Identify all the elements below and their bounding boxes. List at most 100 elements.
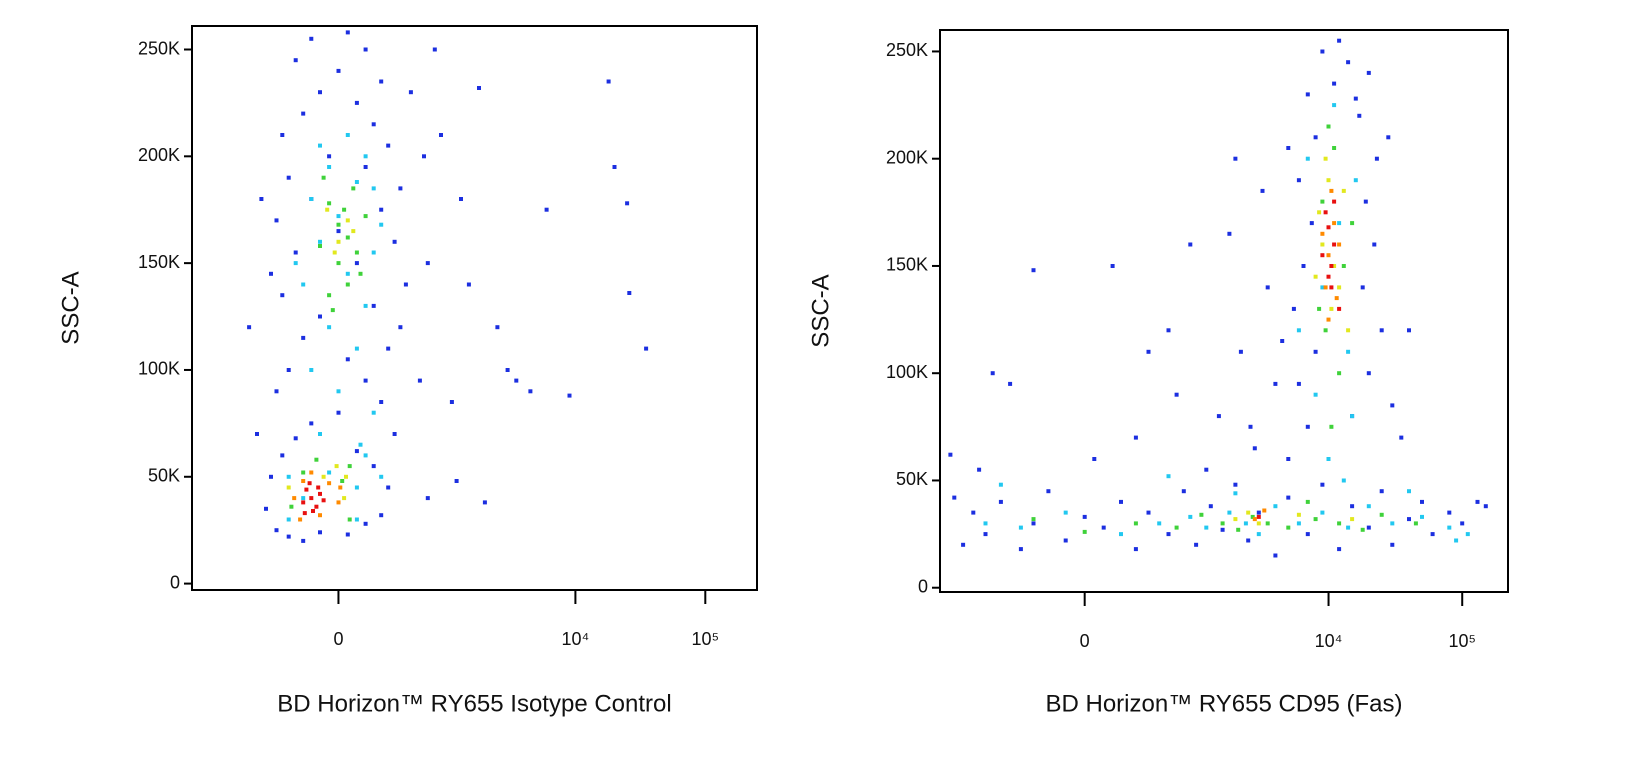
event-dot (386, 485, 391, 490)
event-dot (321, 175, 326, 180)
event-dot (977, 467, 982, 472)
event-dot (269, 474, 273, 479)
event-dot (1360, 527, 1365, 532)
x-tick-label: 10⁵ (1448, 631, 1475, 651)
event-dot (495, 325, 500, 330)
event-dot (336, 214, 341, 219)
event-dot (286, 474, 291, 479)
event-dot (286, 534, 291, 539)
event-dot (449, 400, 454, 404)
event-dot (1475, 499, 1480, 504)
y-tick-label: 100K (138, 359, 180, 379)
y-tick-label: 200K (138, 145, 180, 165)
event-dot (1031, 268, 1036, 273)
event-dot (336, 389, 341, 394)
event-dot (255, 432, 259, 436)
event-dot (1110, 264, 1115, 268)
event-dot (1341, 478, 1346, 483)
event-dot (1233, 517, 1238, 522)
event-dot (379, 400, 384, 404)
event-dot (1399, 435, 1404, 440)
event-dot (1313, 274, 1318, 279)
event-dot (345, 133, 350, 137)
event-dot (321, 498, 326, 503)
event-dot (345, 235, 350, 240)
event-dot (1329, 264, 1334, 268)
event-dot (1174, 525, 1179, 530)
event-dot (327, 165, 332, 169)
event-dot (318, 513, 322, 518)
event-dot (327, 325, 332, 330)
event-dot (1220, 527, 1225, 532)
event-dot (403, 282, 408, 287)
event-dot (301, 479, 306, 483)
event-dot (1353, 178, 1358, 183)
x-tick-label: 10⁵ (692, 629, 719, 649)
event-dot (1296, 328, 1301, 333)
y-tick-label: 0 (170, 572, 180, 592)
event-dot (301, 111, 306, 116)
event-dot (1366, 525, 1371, 530)
event-dot (1146, 510, 1151, 515)
event-dot (1320, 49, 1325, 54)
event-dot (1430, 532, 1435, 537)
event-dot (309, 421, 314, 426)
event-dot (318, 90, 322, 95)
event-dot (417, 378, 422, 383)
event-dot (1390, 542, 1395, 547)
event-dot (1291, 306, 1296, 311)
event-dot (398, 325, 403, 330)
event-dot (1286, 457, 1291, 461)
event-dot (1326, 225, 1331, 230)
event-dot (439, 133, 443, 137)
event-dot (644, 346, 649, 351)
event-dot (379, 474, 384, 479)
event-dot (1320, 253, 1325, 258)
event-dot (1063, 538, 1068, 543)
event-dot (1374, 156, 1379, 161)
event-dot (528, 389, 533, 394)
event-dot (1350, 504, 1355, 509)
event-dot (379, 222, 384, 227)
event-dot (1256, 514, 1261, 519)
y-axis-label: SSC-A (57, 271, 84, 344)
event-dot (1220, 521, 1225, 526)
event-dot (1350, 517, 1355, 522)
event-dot (1243, 521, 1248, 526)
event-dot (354, 261, 359, 266)
event-dot (336, 222, 341, 227)
event-dot (332, 250, 337, 255)
event-dot (1320, 242, 1325, 247)
event-dot (1296, 512, 1301, 517)
event-dot (1337, 371, 1342, 376)
event-dot (983, 532, 988, 537)
event-dot (1337, 521, 1342, 526)
event-dot (1262, 508, 1267, 513)
event-dot (363, 47, 368, 52)
x-tick-label: 0 (333, 629, 343, 649)
event-dot (342, 496, 347, 501)
event-dot (1296, 521, 1301, 526)
event-dot (1305, 156, 1310, 161)
event-dot (327, 293, 332, 298)
event-dot (1323, 285, 1328, 290)
event-dot (318, 491, 322, 496)
event-dot (286, 517, 291, 522)
event-dot (1326, 178, 1331, 183)
event-dot (1353, 96, 1358, 101)
event-dot (347, 464, 352, 469)
event-dot (293, 250, 298, 255)
event-dot (514, 378, 519, 383)
event-dot (363, 303, 368, 308)
event-dot (345, 282, 350, 287)
event-dot (259, 197, 264, 201)
event-dot (505, 368, 510, 372)
event-dot (354, 250, 359, 255)
event-dot (1320, 199, 1325, 204)
event-dot (1313, 517, 1318, 522)
plot-frame (939, 29, 1509, 593)
x-tick-label: 10⁴ (562, 629, 590, 649)
event-dot (425, 496, 430, 501)
event-dot (358, 271, 363, 276)
